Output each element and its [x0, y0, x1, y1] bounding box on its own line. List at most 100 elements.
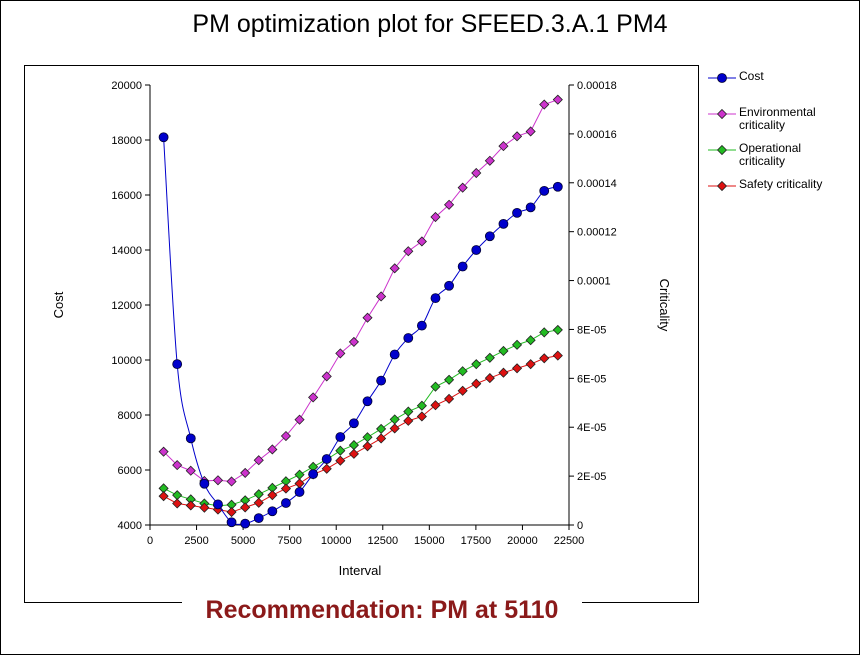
- legend-item-safety-criticality: Safety criticality: [708, 178, 853, 208]
- data-point-cost: [471, 245, 482, 255]
- y-left-tick-label: 6000: [118, 465, 142, 477]
- data-point-operational-criticality: [471, 359, 482, 370]
- data-point-cost: [281, 498, 291, 508]
- legend-swatch-cost: [708, 73, 736, 83]
- x-tick-label: 0: [147, 535, 153, 547]
- x-tick-label: 7500: [277, 535, 301, 547]
- data-point-cost: [484, 231, 495, 242]
- data-point-cost: [349, 418, 359, 429]
- y-left-tick-label: 16000: [111, 190, 142, 202]
- x-axis-label: Interval: [339, 563, 382, 578]
- chart-title: PM optimization plot for SFEED.3.A.1 PM4: [192, 10, 668, 38]
- data-point-safety-criticality: [362, 441, 373, 452]
- x-tick-label: 22500: [554, 535, 585, 547]
- data-point-cost: [240, 518, 251, 529]
- plot-area: [150, 85, 569, 525]
- data-point-safety-criticality: [539, 353, 550, 364]
- y-left-tick-label: 14000: [111, 245, 142, 257]
- data-point-cost: [430, 293, 441, 304]
- y-left-tick-label: 18000: [111, 135, 142, 147]
- data-point-environmental-criticality: [294, 414, 305, 425]
- data-point-cost: [512, 207, 522, 218]
- data-point-cost: [335, 432, 346, 442]
- data-point-cost: [416, 320, 427, 331]
- data-point-safety-criticality: [444, 393, 455, 404]
- data-point-operational-criticality: [525, 335, 536, 346]
- data-point-cost: [376, 375, 387, 386]
- data-point-cost: [539, 185, 550, 196]
- data-point-environmental-criticality: [389, 263, 400, 274]
- legend-label: Cost: [739, 69, 764, 83]
- data-point-safety-criticality: [511, 363, 523, 374]
- legend-label: Safety criticality: [739, 177, 823, 191]
- data-point-environmental-criticality: [539, 99, 550, 110]
- data-point-environmental-criticality: [226, 476, 237, 487]
- data-point-cost: [403, 333, 414, 343]
- data-point-environmental-criticality: [253, 455, 264, 466]
- data-point-operational-criticality: [539, 327, 550, 338]
- data-point-operational-criticality: [484, 352, 495, 363]
- data-point-safety-criticality: [471, 378, 482, 389]
- data-point-cost: [158, 132, 169, 143]
- data-point-operational-criticality: [498, 345, 509, 357]
- legend-label: Operational criticality: [739, 141, 802, 168]
- data-point-safety-criticality: [321, 463, 332, 474]
- y-right-tick-label: 0.0001: [577, 276, 611, 288]
- data-point-operational-criticality: [444, 374, 455, 385]
- series-cost: [158, 132, 563, 529]
- legend-marker: [716, 144, 728, 156]
- data-point-environmental-criticality: [240, 467, 251, 478]
- data-point-cost: [253, 513, 264, 524]
- y-right-tick-label: 0: [577, 520, 583, 532]
- data-point-environmental-criticality: [308, 392, 319, 403]
- data-point-cost: [444, 280, 454, 291]
- data-point-cost: [199, 478, 210, 489]
- data-point-safety-criticality: [240, 502, 251, 513]
- y-axis-label-right: Criticality: [657, 279, 672, 332]
- data-point-environmental-criticality: [525, 126, 536, 137]
- data-point-safety-criticality: [185, 500, 196, 511]
- data-point-safety-criticality: [498, 367, 509, 378]
- y-left-tick-label: 8000: [118, 410, 142, 422]
- data-point-cost: [552, 181, 563, 192]
- data-point-cost: [226, 517, 237, 528]
- y-right-tick-label: 0.00014: [577, 178, 617, 190]
- data-point-operational-criticality: [335, 445, 346, 456]
- legend-item-cost: Cost: [708, 70, 853, 100]
- x-tick-label: 17500: [461, 535, 492, 547]
- data-point-environmental-criticality: [158, 446, 169, 457]
- data-point-environmental-criticality: [321, 371, 332, 382]
- x-tick-label: 12500: [367, 535, 398, 547]
- data-point-environmental-criticality: [335, 348, 346, 359]
- data-point-safety-criticality: [416, 411, 427, 422]
- data-point-environmental-criticality: [280, 430, 292, 442]
- data-point-environmental-criticality: [212, 475, 224, 486]
- data-point-safety-criticality: [226, 506, 237, 518]
- x-tick-label: 10000: [321, 535, 352, 547]
- data-point-environmental-criticality: [416, 236, 427, 247]
- data-point-environmental-criticality: [267, 444, 278, 455]
- legend-swatch-operational-criticality: [708, 144, 736, 156]
- data-point-operational-criticality: [416, 400, 427, 411]
- data-point-environmental-criticality: [552, 94, 563, 105]
- data-point-cost: [362, 396, 373, 407]
- y-right-tick-label: 0.00012: [577, 227, 617, 239]
- data-point-safety-criticality: [457, 385, 468, 396]
- y-left-tick-label: 10000: [111, 355, 142, 367]
- y-left-tick-label: 20000: [111, 80, 142, 92]
- data-point-cost: [267, 506, 278, 517]
- data-point-environmental-criticality: [498, 141, 509, 152]
- x-tick-label: 20000: [507, 535, 538, 547]
- data-point-environmental-criticality: [403, 246, 414, 257]
- y-left-tick-label: 4000: [118, 520, 142, 532]
- legend-marker: [717, 73, 727, 83]
- x-tick-label: 15000: [414, 535, 445, 547]
- legend-label: Environmental criticality: [739, 105, 816, 132]
- data-point-safety-criticality: [552, 350, 563, 361]
- legend-item-operational-criticality: Operational criticality: [708, 142, 853, 172]
- data-point-safety-criticality: [172, 498, 183, 509]
- data-point-safety-criticality: [280, 483, 292, 494]
- data-point-operational-criticality: [552, 324, 563, 335]
- data-point-cost: [498, 218, 509, 229]
